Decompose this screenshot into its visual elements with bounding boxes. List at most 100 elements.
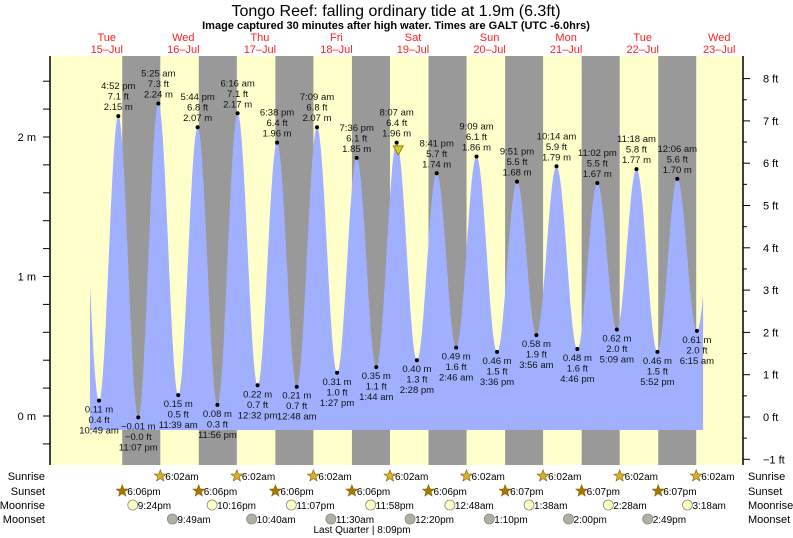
sunrise-icon bbox=[536, 468, 550, 482]
low-tide-label: 11:39 am bbox=[159, 420, 198, 431]
high-tide-label: 7:36 pm bbox=[340, 123, 374, 134]
sunrise-icon bbox=[383, 468, 397, 482]
moonset-time: 11:30am bbox=[336, 515, 374, 526]
day-date: 23–Jul bbox=[703, 44, 735, 56]
low-tide-label: 0.4 ft bbox=[88, 415, 109, 426]
sunrise-icon bbox=[306, 468, 321, 482]
high-tide-label: 1.96 m bbox=[382, 129, 411, 140]
moonset-time: 1:10pm bbox=[494, 515, 527, 526]
low-tide-point bbox=[136, 415, 141, 420]
sunset-time: 6:06pm bbox=[127, 487, 160, 498]
day-name: Sat bbox=[405, 32, 422, 44]
high-tide-label: 1.74 m bbox=[422, 159, 451, 170]
high-tide-label: 5.5 ft bbox=[506, 157, 527, 168]
sunset-time: 6:07pm bbox=[587, 487, 620, 498]
moonset-time: 9:49am bbox=[177, 515, 210, 526]
sunrise-row-label: Sunrise bbox=[8, 471, 45, 483]
low-tide-label: 1.3 ft bbox=[406, 375, 427, 386]
high-tide-label: 10:14 am bbox=[537, 131, 577, 142]
day-date: 16–Jul bbox=[167, 44, 199, 56]
low-tide-label: 0.58 m bbox=[522, 339, 551, 350]
sunset-icon bbox=[498, 483, 512, 497]
low-tide-label: 0.49 m bbox=[442, 352, 471, 363]
high-tide-label: 7.1 ft bbox=[227, 89, 248, 100]
sunrise-time: 6:02am bbox=[242, 472, 275, 483]
right-axis-label: −1 ft bbox=[763, 454, 785, 466]
low-tide-point bbox=[255, 383, 260, 388]
right-axis-label: 1 ft bbox=[763, 370, 778, 382]
high-tide-label: 8:41 pm bbox=[420, 138, 454, 149]
low-tide-label: 0.48 m bbox=[563, 353, 592, 364]
low-tide-point bbox=[294, 384, 299, 389]
moonrise-icon bbox=[444, 499, 456, 511]
day-name: Tue bbox=[98, 32, 117, 44]
day-name: Sun bbox=[480, 32, 500, 44]
sunrise-time: 6:02am bbox=[318, 472, 351, 483]
high-tide-label: 7.1 ft bbox=[108, 92, 129, 103]
high-tide-point bbox=[515, 179, 520, 184]
sunrise-icon bbox=[689, 468, 703, 482]
low-tide-label: −0.0 ft bbox=[125, 432, 152, 443]
moonrise-row-label-right: Moonrise bbox=[748, 500, 793, 512]
low-tide-label: 1.5 ft bbox=[647, 366, 668, 377]
day-date: 18–Jul bbox=[320, 44, 352, 56]
right-axis-label: 2 ft bbox=[763, 327, 778, 339]
day-name: Fri bbox=[330, 32, 343, 44]
high-tide-label: 2.07 m bbox=[183, 113, 212, 124]
low-tide-label: 5:52 pm bbox=[640, 377, 674, 388]
sunrise-time: 6:02am bbox=[395, 472, 428, 483]
moonset-time: 12:20pm bbox=[415, 515, 454, 526]
high-tide-point bbox=[474, 154, 479, 159]
low-tide-label: 0.46 m bbox=[483, 356, 512, 367]
high-tide-label: 11:18 am bbox=[617, 134, 656, 145]
low-tide-label: 2.0 ft bbox=[606, 344, 627, 355]
day-name: Thu bbox=[250, 32, 269, 44]
low-tide-label: 3:36 pm bbox=[480, 377, 514, 388]
sunrise-time: 6:02am bbox=[701, 472, 734, 483]
high-tide-label: 5.6 ft bbox=[667, 154, 688, 165]
high-tide-label: 6:38 pm bbox=[260, 108, 294, 119]
low-tide-label: 6:15 am bbox=[680, 356, 714, 367]
low-tide-point bbox=[215, 402, 220, 407]
high-tide-label: 2.15 m bbox=[104, 102, 133, 113]
sunrise-icon bbox=[230, 468, 244, 482]
low-tide-label: 1.1 ft bbox=[366, 382, 387, 393]
low-tide-label: 0.62 m bbox=[602, 334, 631, 345]
low-tide-label: 0.61 m bbox=[682, 335, 711, 346]
right-axis-label: 3 ft bbox=[763, 285, 778, 297]
high-tide-label: 9:09 am bbox=[459, 122, 493, 133]
sunset-time: 6:07pm bbox=[663, 487, 696, 498]
high-tide-label: 6.1 ft bbox=[466, 132, 487, 143]
moonset-icon bbox=[404, 513, 416, 525]
high-tide-label: 1.68 m bbox=[502, 168, 531, 179]
sunset-time: 6:06pm bbox=[433, 487, 466, 498]
sunset-time: 6:06pm bbox=[280, 487, 313, 498]
high-tide-label: 1.85 m bbox=[342, 144, 371, 155]
low-tide-point bbox=[575, 347, 580, 352]
low-tide-label: 0.21 m bbox=[282, 391, 311, 402]
low-tide-label: 1:44 am bbox=[359, 392, 393, 403]
sunrise-icon bbox=[459, 468, 474, 482]
low-tide-label: −0.01 m bbox=[121, 421, 156, 432]
low-tide-label: 0.15 m bbox=[164, 399, 193, 410]
low-tide-point bbox=[534, 333, 539, 338]
low-tide-point bbox=[176, 393, 181, 398]
low-tide-label: 0.31 m bbox=[323, 377, 352, 388]
high-tide-label: 6.4 ft bbox=[266, 118, 287, 129]
low-tide-label: 0.3 ft bbox=[207, 419, 228, 430]
high-tide-point bbox=[595, 181, 600, 186]
moonset-icon bbox=[483, 513, 495, 525]
high-tide-label: 6.4 ft bbox=[386, 118, 407, 129]
high-tide-label: 4:52 pm bbox=[101, 81, 135, 92]
low-tide-label: 0.7 ft bbox=[286, 401, 307, 412]
left-axis-label: 0 m bbox=[18, 411, 36, 423]
moon-phase: Last Quarter | 8:09pm bbox=[313, 525, 410, 536]
high-tide-label: 5:25 am bbox=[141, 69, 175, 80]
moonset-time: 10:40am bbox=[257, 515, 296, 526]
low-tide-point bbox=[495, 349, 500, 354]
low-tide-label: 1.0 ft bbox=[327, 387, 348, 398]
high-tide-label: 11:02 pm bbox=[578, 148, 617, 159]
high-tide-point bbox=[434, 171, 439, 176]
low-tide-point bbox=[414, 358, 419, 363]
sunrise-time: 6:02am bbox=[625, 472, 658, 483]
